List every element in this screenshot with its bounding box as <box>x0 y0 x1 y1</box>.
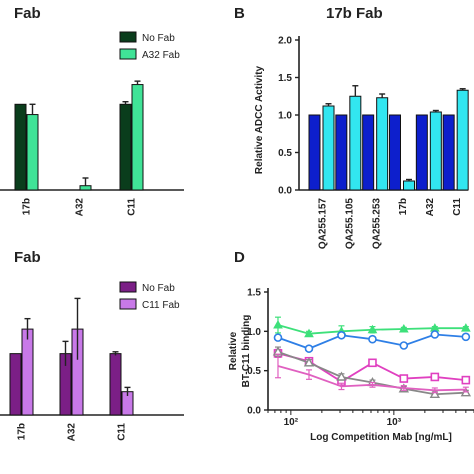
panel-d-y-tick-label: 0.0 <box>247 406 261 417</box>
panel-c-title: Fab <box>14 249 41 266</box>
panel-a-bar <box>26 114 39 191</box>
panel-b-bar <box>403 180 415 191</box>
panel-d-point <box>336 371 347 381</box>
panel-a-title: Fab <box>14 5 41 22</box>
panel-b-letter: B <box>234 5 245 22</box>
panel-c-legend-label: C11 Fab <box>142 300 180 311</box>
panel-a-bar <box>119 103 132 191</box>
panel-d-point <box>399 341 409 350</box>
panel-b-bar <box>308 114 321 191</box>
panel-c-tick-label: A32 <box>67 423 78 442</box>
panel-d-point <box>460 323 471 332</box>
panel-b-tick-label: C11 <box>452 198 463 216</box>
panel-d-point <box>304 344 314 353</box>
panel-c-bar <box>109 353 122 416</box>
panel-d-point <box>399 374 409 383</box>
panel-b-bar <box>335 114 348 191</box>
panel-d-y-tick-label: 0.5 <box>247 366 261 377</box>
panel-c-legend-swatch <box>119 298 137 310</box>
panel-b-tick-label: A32 <box>425 198 436 217</box>
panel-d-point <box>273 320 283 329</box>
panel-d-y-axis-label-line2: BT-C11 binding <box>241 315 252 388</box>
panel-b-bar <box>442 114 455 191</box>
panel-a-legend-label: A32 Fab <box>142 50 180 61</box>
panel-b-bar <box>415 114 428 191</box>
panel-a-tick-label: A32 <box>75 198 86 217</box>
panel-b-bar <box>322 105 335 191</box>
charts-layer: 17b A32 C11 No Fab A32 Fab 0.0 0.5 1.0 1.5 2.0 Rel… <box>0 31 474 443</box>
panel-d-point <box>398 323 409 333</box>
panel-c-bar <box>21 328 34 416</box>
panel-d-x-tick-label: 10² <box>284 417 299 428</box>
panel-b-tick-label: QA255.157 <box>318 198 329 250</box>
panel-c-tick-label: 17b <box>17 423 28 440</box>
panel-a-legend-swatch <box>119 31 137 43</box>
panel-d-point <box>273 333 283 342</box>
panel-b-y-axis-label: Relative ADCC Activity <box>254 65 265 174</box>
panel-d-point <box>337 330 346 340</box>
panel-a-legend-swatch <box>119 48 137 60</box>
panel-d-letter: D <box>234 249 245 266</box>
panel-d-point <box>430 372 440 382</box>
panel-d-x-tick-label: 10³ <box>387 417 402 428</box>
panel-b-tick-label: QA255.253 <box>371 198 382 250</box>
panel-d-point <box>429 388 441 398</box>
panel-b-bar <box>376 97 389 191</box>
panel-c-tick-label: C11 <box>117 423 128 441</box>
panel-b-bar <box>429 111 442 191</box>
panel-a-legend-label: No Fab <box>142 33 175 44</box>
panel-b-bar <box>456 89 469 191</box>
panel-a-tick-label: C11 <box>127 198 138 216</box>
panel-d-point <box>304 328 314 338</box>
panel-c-bar <box>9 353 22 416</box>
panel-b-y-tick-label: 1.5 <box>278 73 292 84</box>
panel-d-y-axis-label: Relative <box>228 331 239 370</box>
panel-b-title: 17b Fab <box>326 5 383 22</box>
panel-b-y-tick-label: 1.0 <box>278 111 292 122</box>
panel-c-legend-swatch <box>119 281 137 293</box>
panel-b-tick-label: 17b <box>398 198 409 215</box>
panel-c-legend-label: No Fab <box>142 283 175 294</box>
panel-d-point <box>461 375 471 385</box>
panel-b-bar <box>362 114 375 191</box>
panel-b-bar <box>349 95 362 191</box>
panel-d-point <box>461 332 471 342</box>
panel-d-point <box>303 357 315 367</box>
panel-d-point <box>368 358 377 368</box>
panel-b-y-tick-label: 0.5 <box>278 148 292 159</box>
panel-b-y-tick-label: 0.0 <box>278 186 292 197</box>
panel-a-tick-label: 17b <box>22 198 33 215</box>
panel-b-y-tick-label: 2.0 <box>278 36 292 47</box>
panel-b-bar <box>389 114 401 191</box>
panel-d-y-tick-label: 1.5 <box>247 288 261 299</box>
panel-b-tick-label: QA255.105 <box>344 198 355 250</box>
panel-d-point <box>430 330 440 339</box>
panel-d-y-tick-label: 1.0 <box>247 327 261 338</box>
panel-d-point <box>368 334 377 344</box>
panel-d-point <box>367 324 378 334</box>
panel-d-x-axis-label: Log Competition Mab [ng/mL] <box>310 432 452 443</box>
panel-a-bar <box>14 103 27 191</box>
panel-a-bar <box>79 185 92 191</box>
panel-a-bar <box>131 84 144 191</box>
